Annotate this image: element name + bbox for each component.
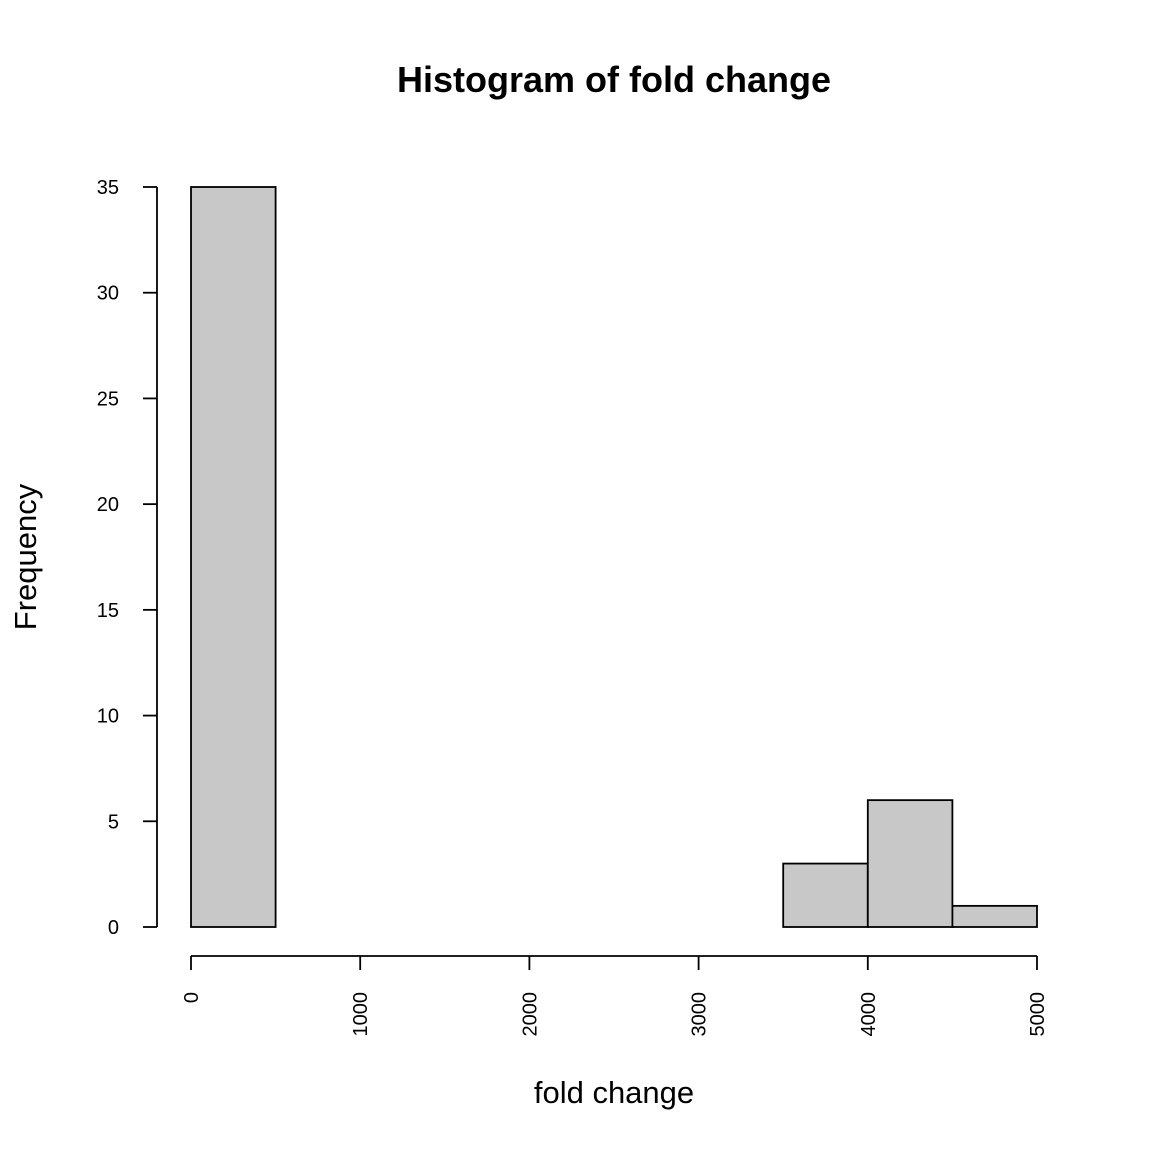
y-tick-label: 10 bbox=[97, 706, 119, 728]
y-tick-label: 30 bbox=[97, 283, 119, 305]
x-tick-label: 2000 bbox=[519, 992, 541, 1037]
histogram-bars bbox=[190, 186, 1038, 928]
histogram-bar-0 bbox=[190, 186, 277, 928]
y-axis-label: Frequency bbox=[8, 483, 43, 630]
x-axis-label: fold change bbox=[534, 1075, 694, 1110]
x-axis: 0 1000 2000 3000 4000 5000 bbox=[181, 955, 1049, 1037]
y-axis: 0 5 10 15 20 25 30 35 bbox=[97, 177, 158, 939]
y-tick-label: 0 bbox=[108, 917, 119, 939]
y-tick-label: 15 bbox=[97, 600, 119, 622]
x-tick-label: 4000 bbox=[858, 992, 880, 1037]
chart-title: Histogram of fold change bbox=[397, 59, 831, 100]
x-tick-label: 5000 bbox=[1027, 992, 1049, 1037]
x-tick-label: 0 bbox=[181, 992, 203, 1003]
histogram-bar-7 bbox=[782, 862, 869, 928]
y-tick-label: 20 bbox=[97, 494, 119, 516]
y-tick-label: 25 bbox=[97, 388, 119, 410]
x-tick-label: 3000 bbox=[689, 992, 711, 1037]
x-tick-label: 1000 bbox=[350, 992, 372, 1037]
histogram-bar-8 bbox=[866, 799, 954, 928]
y-tick-label: 35 bbox=[97, 177, 119, 199]
y-tick-label: 5 bbox=[108, 811, 119, 833]
histogram-bar-9 bbox=[951, 904, 1038, 928]
